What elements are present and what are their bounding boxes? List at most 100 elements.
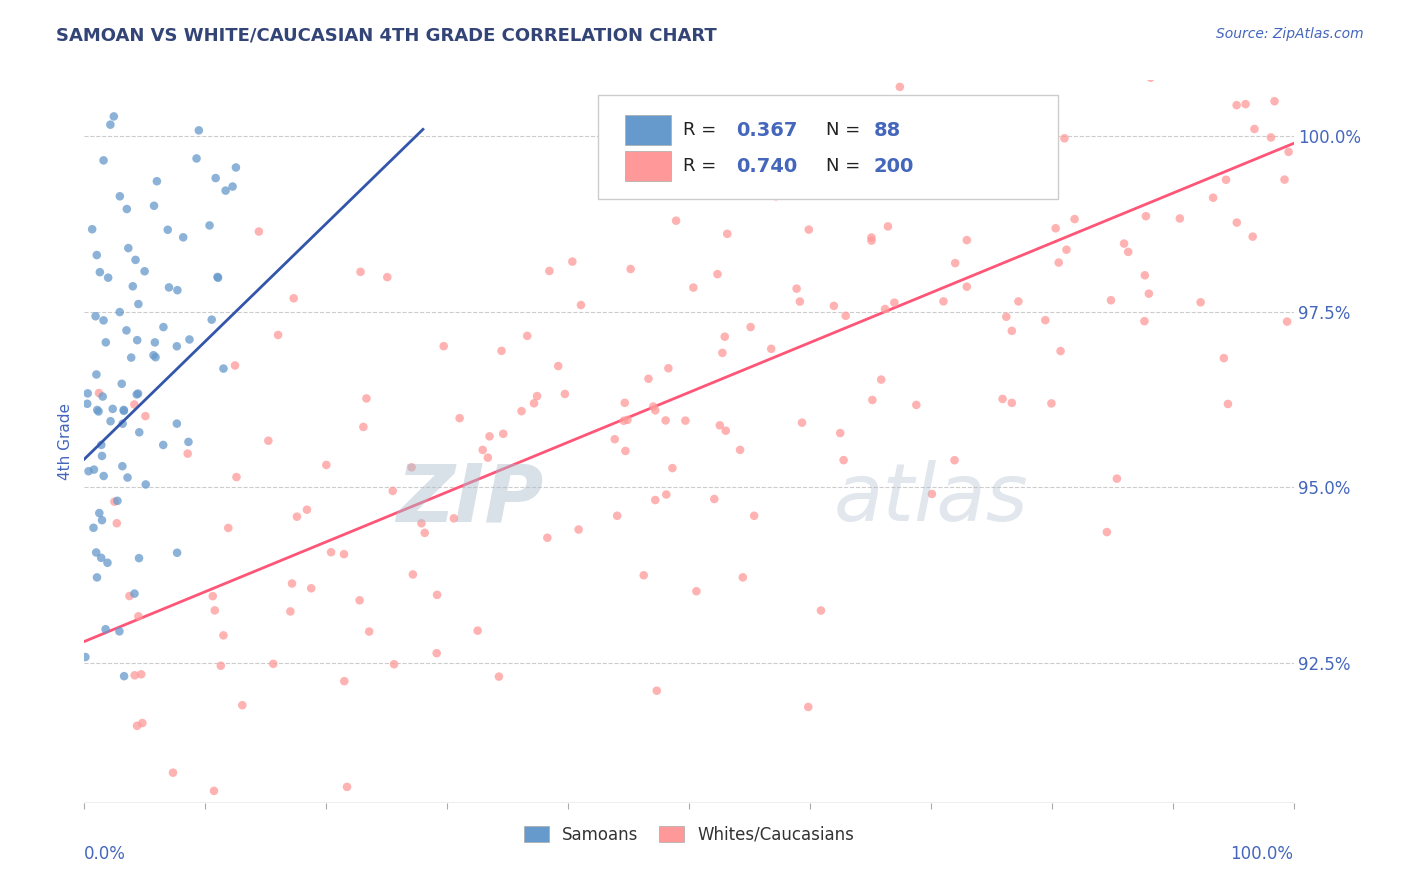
Point xyxy=(209,658,232,673)
Point xyxy=(426,646,449,660)
Point xyxy=(1274,172,1296,186)
Point xyxy=(84,310,107,324)
Point xyxy=(281,576,304,591)
Point xyxy=(212,628,235,642)
Text: R =: R = xyxy=(683,157,721,175)
Point xyxy=(713,329,735,343)
Point xyxy=(267,328,290,343)
Point xyxy=(105,516,128,531)
Point xyxy=(921,487,943,501)
Point xyxy=(1263,94,1285,108)
Point xyxy=(644,403,666,417)
Point xyxy=(765,189,787,203)
Point xyxy=(176,447,198,461)
Point xyxy=(336,780,359,794)
Point xyxy=(824,153,846,168)
Point xyxy=(655,487,678,501)
Point xyxy=(1116,244,1139,259)
Point xyxy=(142,348,165,362)
Point xyxy=(295,502,318,516)
Text: 100.0%: 100.0% xyxy=(1230,845,1294,863)
Point xyxy=(299,582,322,596)
Point xyxy=(117,241,139,255)
Point xyxy=(76,386,98,401)
Point xyxy=(214,184,236,198)
Point xyxy=(1033,313,1056,327)
Point xyxy=(262,657,284,671)
Point xyxy=(172,230,194,244)
Point xyxy=(467,624,489,638)
Point xyxy=(283,291,305,305)
Point xyxy=(877,219,900,234)
Point xyxy=(1202,191,1225,205)
Point xyxy=(204,603,226,617)
Point xyxy=(86,368,108,382)
Point xyxy=(984,169,1007,183)
Point xyxy=(77,464,100,478)
Point xyxy=(696,114,718,128)
Point xyxy=(554,387,576,401)
Point xyxy=(111,417,134,431)
Point xyxy=(143,199,166,213)
Point xyxy=(870,182,893,196)
Point xyxy=(995,310,1018,324)
Point xyxy=(1095,524,1118,539)
Point xyxy=(1056,243,1078,257)
Point xyxy=(111,376,134,391)
Point xyxy=(90,438,112,452)
Point xyxy=(187,123,209,137)
Point xyxy=(111,459,134,474)
Point xyxy=(103,494,125,508)
Point xyxy=(145,350,167,364)
Point xyxy=(547,359,569,373)
Point xyxy=(1105,472,1128,486)
Point xyxy=(873,301,896,316)
Point xyxy=(382,657,405,672)
Point xyxy=(83,462,105,476)
Text: 0.0%: 0.0% xyxy=(84,845,127,863)
Point xyxy=(786,282,808,296)
Point xyxy=(96,556,118,570)
Point xyxy=(685,584,707,599)
Point xyxy=(207,270,229,285)
Point xyxy=(91,513,114,527)
Point xyxy=(82,222,104,236)
Point xyxy=(94,335,117,350)
Point xyxy=(963,123,986,137)
Point xyxy=(905,398,928,412)
Point xyxy=(112,404,135,418)
Point xyxy=(817,120,839,135)
Point xyxy=(356,392,378,406)
Text: 0.740: 0.740 xyxy=(737,157,797,176)
Point xyxy=(1001,324,1024,338)
Point xyxy=(724,151,747,165)
Point xyxy=(221,179,243,194)
Point xyxy=(870,373,893,387)
Point xyxy=(714,424,737,438)
Point xyxy=(1049,344,1071,359)
Point xyxy=(561,254,583,268)
Point xyxy=(201,589,224,603)
Point xyxy=(103,64,125,78)
Point xyxy=(89,506,111,520)
Point xyxy=(129,667,152,681)
Point xyxy=(157,280,180,294)
Point xyxy=(1168,211,1191,226)
Point xyxy=(526,389,548,403)
Point xyxy=(426,588,449,602)
Point xyxy=(742,508,765,523)
Point xyxy=(873,184,896,198)
Point xyxy=(613,414,636,428)
Point xyxy=(349,265,371,279)
Point xyxy=(124,586,146,600)
Point xyxy=(94,622,117,636)
Point xyxy=(125,387,148,401)
Point xyxy=(352,420,374,434)
Point xyxy=(837,163,859,178)
Point xyxy=(162,765,184,780)
Point xyxy=(82,521,104,535)
Point xyxy=(1012,123,1035,137)
Point xyxy=(166,339,188,353)
Point xyxy=(127,719,149,733)
Point xyxy=(823,299,845,313)
